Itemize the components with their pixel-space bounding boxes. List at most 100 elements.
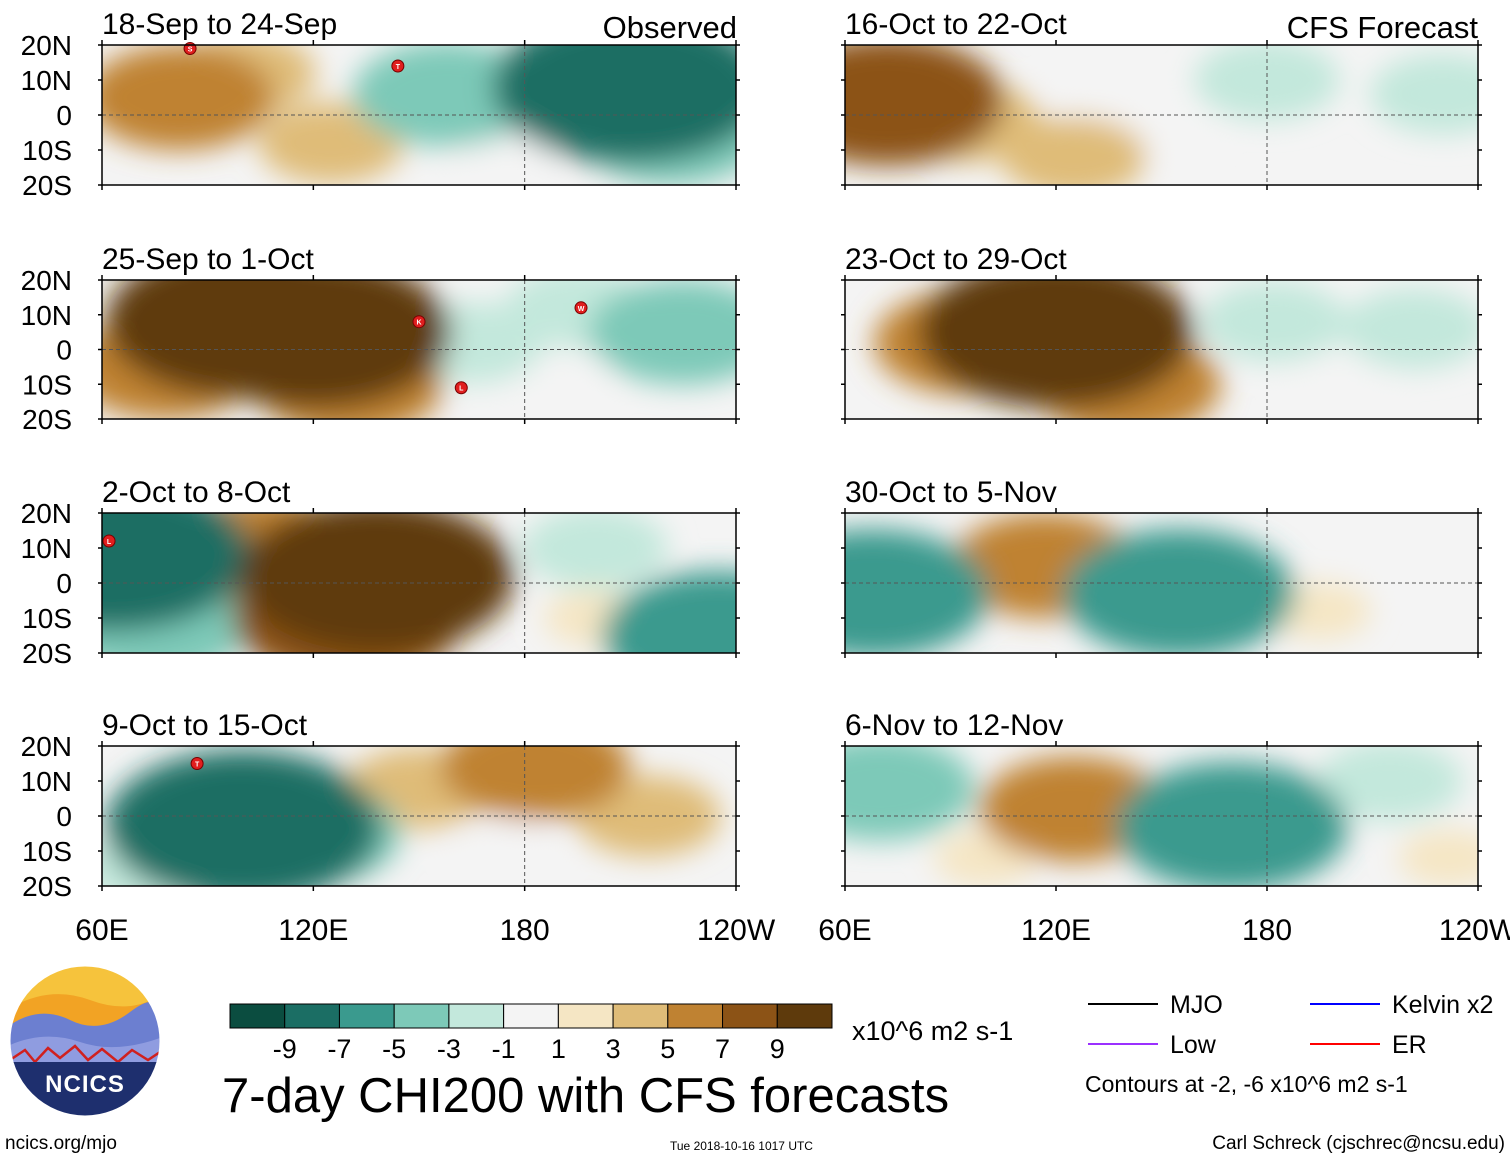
panel-label: 2-Oct to 8-Oct xyxy=(102,476,291,509)
y-tick-label: 20N xyxy=(21,498,72,529)
colorbar-swatch xyxy=(557,1003,614,1029)
colorbar-swatch xyxy=(503,1003,559,1029)
colorbar-tick-label: 3 xyxy=(606,1034,621,1064)
anomaly-blob xyxy=(588,280,736,385)
anomaly-blob xyxy=(102,513,251,632)
colorbar-units: x10^6 m2 s-1 xyxy=(852,1016,1013,1046)
panel-label: 6-Nov to 12-Nov xyxy=(845,709,1063,742)
colorbar-swatch xyxy=(776,1003,833,1029)
anomaly-blob xyxy=(105,750,381,886)
colorbar-tick-label: -1 xyxy=(492,1034,516,1064)
y-tick-label: 10N xyxy=(21,300,72,331)
legend-item: MJO xyxy=(1088,991,1223,1019)
legend-item: ER xyxy=(1310,1031,1427,1059)
x-tick-label: 60E xyxy=(75,914,128,947)
logo-text: NCICS xyxy=(45,1071,125,1098)
panel-label: 30-Oct to 5-Nov xyxy=(845,476,1057,509)
x-tick-label: 120E xyxy=(278,914,348,947)
svg-text:S: S xyxy=(188,47,193,54)
anomaly-blob xyxy=(845,45,1004,166)
anomaly-blob xyxy=(918,280,1194,409)
colorbar: -9 -7 -5 -3 -1 1 3 5 7 9 xyxy=(229,1003,833,1064)
anomaly-blob xyxy=(845,746,975,841)
y-tick-label: 20S xyxy=(22,638,72,669)
colorbar-tick-label: -3 xyxy=(437,1034,461,1064)
ncics-logo: NCICS xyxy=(9,965,161,1117)
chart-title: 7-day CHI200 with CFS forecasts xyxy=(222,1069,949,1123)
anomaly-blob xyxy=(1046,69,1150,126)
colorbar-tick-label: 1 xyxy=(551,1034,566,1064)
legend-item: Kelvin x2 xyxy=(1310,991,1493,1019)
anomaly-blob xyxy=(1398,829,1478,886)
x-tick-label: 120W xyxy=(697,914,776,947)
legend: MJO Low Kelvin x2 ER xyxy=(1088,991,1493,1059)
anomaly-blob xyxy=(1063,529,1296,653)
anomaly-blob xyxy=(602,571,736,653)
y-tick-label: 0 xyxy=(56,568,72,599)
panel-3: 2-Oct to 8-Oct L 20N 10N 0 10S 20S xyxy=(21,476,740,669)
colorbar-swatch xyxy=(612,1003,669,1029)
anomaly-blob xyxy=(1201,281,1347,363)
anomaly-blob xyxy=(1000,116,1147,185)
panel-label: 18-Sep to 24-Sep xyxy=(102,8,337,41)
svg-text:L: L xyxy=(459,386,464,393)
svg-text:L: L xyxy=(107,539,112,546)
legend-label: Kelvin x2 xyxy=(1392,991,1493,1019)
y-tick-label: 10N xyxy=(21,533,72,564)
colorbar-tick-label: -9 xyxy=(273,1034,297,1064)
legend-label: MJO xyxy=(1170,991,1223,1019)
colorbar-tick-label: 9 xyxy=(770,1034,785,1064)
svg-text:K: K xyxy=(416,320,421,327)
y-tick-label: 20N xyxy=(21,265,72,296)
svg-text:T: T xyxy=(195,762,200,769)
y-tick-label: 20N xyxy=(21,731,72,762)
y-tick-label: 10S xyxy=(22,603,72,634)
legend-label: Low xyxy=(1170,1031,1217,1059)
y-tick-label: 20S xyxy=(22,170,72,201)
y-tick-label: 0 xyxy=(56,100,72,131)
colorbar-tick-label: -5 xyxy=(382,1034,406,1064)
y-tick-label: 10N xyxy=(21,766,72,797)
anomaly-blob xyxy=(845,529,990,653)
x-tick-label: 120E xyxy=(1021,914,1091,947)
x-tick-label: 120W xyxy=(1439,914,1510,947)
colorbar-swatch xyxy=(229,1003,286,1029)
panel-8: 6-Nov to 12-Nov 60E 120E 180 120W xyxy=(818,709,1510,947)
footer-site: ncics.org/mjo xyxy=(5,1133,117,1154)
x-tick-label: 180 xyxy=(500,914,550,947)
storm-marker-icon: K xyxy=(412,315,426,329)
panel-1: 18-Sep to 24-Sep S T 20N 10N 0 10S 20S xyxy=(21,8,740,201)
anomaly-blob xyxy=(1317,746,1463,822)
storm-marker-icon: W xyxy=(574,301,588,315)
colorbar-swatch xyxy=(722,1003,778,1029)
y-tick-label: 10S xyxy=(22,836,72,867)
anomaly-blob xyxy=(440,746,630,820)
contour-note: Contours at -2, -6 x10^6 m2 s-1 xyxy=(1085,1071,1408,1097)
colorbar-swatch xyxy=(448,1003,505,1029)
x-tick-label: 180 xyxy=(1242,914,1292,947)
svg-text:W: W xyxy=(578,306,585,313)
legend-item: Low xyxy=(1088,1031,1217,1059)
forecast-label: CFS Forecast xyxy=(1287,10,1479,45)
anomaly-blob xyxy=(102,45,274,150)
colorbar-tick-label: 7 xyxy=(715,1034,730,1064)
anomaly-blob xyxy=(522,513,668,589)
panel-label: 16-Oct to 22-Oct xyxy=(845,8,1067,41)
anomaly-blob xyxy=(239,513,515,653)
footer-timestamp: Tue 2018-10-16 1017 UTC xyxy=(670,1139,813,1153)
storm-marker-icon: L xyxy=(102,534,116,548)
x-tick-label: 60E xyxy=(818,914,871,947)
anomaly-blob xyxy=(492,45,736,164)
colorbar-swatch xyxy=(667,1003,724,1029)
anomaly-blob xyxy=(258,102,404,184)
panel-7: 30-Oct to 5-Nov xyxy=(841,476,1482,658)
anomaly-blob xyxy=(1373,533,1477,591)
storm-marker-icon: T xyxy=(391,59,405,73)
panel-6: 23-Oct to 29-Oct xyxy=(841,243,1482,424)
observed-label: Observed xyxy=(603,10,737,45)
colorbar-swatch xyxy=(284,1003,340,1029)
panel-label: 23-Oct to 29-Oct xyxy=(845,243,1067,276)
y-tick-label: 20N xyxy=(21,30,72,61)
colorbar-swatch xyxy=(338,1003,395,1029)
